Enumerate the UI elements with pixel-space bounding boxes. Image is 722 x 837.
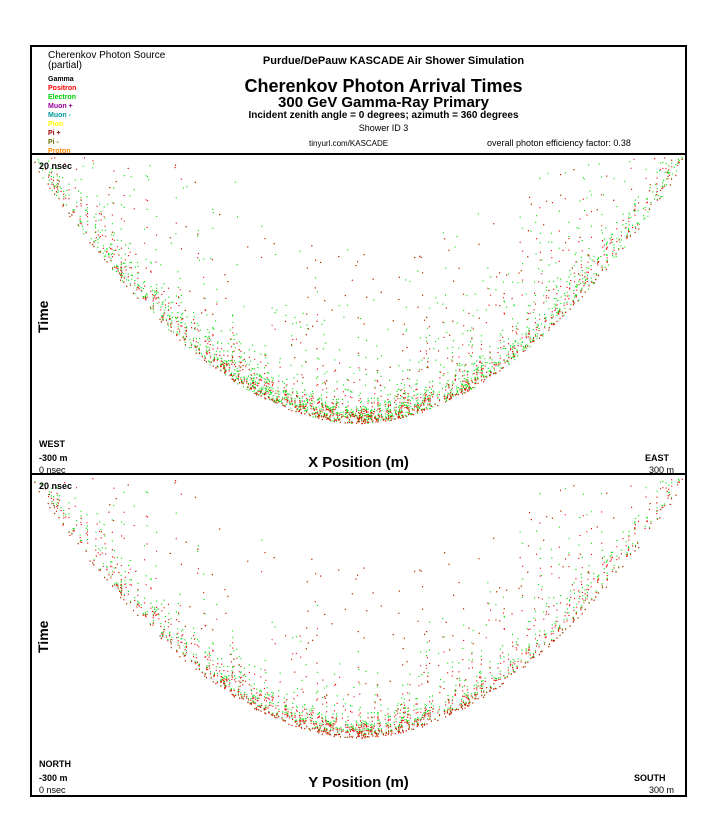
legend-item-electron: Electron [48, 94, 77, 101]
y-axis-label: Time [35, 620, 51, 653]
legend-item-pi: Pi + [48, 130, 61, 137]
legend-subtitle: (partial) [48, 60, 82, 71]
series-positron [34, 157, 683, 425]
x-position-panel: 20 nsec Time WEST -300 m 0 nsec X Positi… [32, 155, 685, 475]
legend-item-pion: Pion [48, 121, 64, 128]
header: Cherenkov Photon Source (partial) Gamma P… [32, 47, 685, 156]
photon-points-positron [34, 478, 683, 739]
incident-angles: Incident zenith angle = 0 degrees; azimu… [248, 110, 519, 121]
legend-item-gamma: Gamma [48, 76, 74, 83]
series-electron [34, 157, 683, 425]
time-bottom-label: 0 nsec [39, 465, 66, 475]
y-axis-label: Time [35, 300, 51, 333]
figure-frame: Cherenkov Photon Source (partial) Gamma P… [30, 45, 687, 797]
photon-points-electron [34, 157, 683, 425]
legend-item-pi: Pi - [48, 139, 59, 146]
main-title: Cherenkov Photon Arrival Times [244, 76, 523, 96]
efficiency-text: overall photon efficiency factor: 0.38 [487, 138, 631, 148]
legend-item-positron: Positron [48, 85, 77, 92]
direction-left: NORTH [39, 759, 71, 769]
y-position-panel: 20 nsec Time NORTH -300 m 0 nsec Y Posit… [32, 475, 685, 795]
x-tick-left: -300 m [39, 773, 68, 783]
shower-id: Shower ID 3 [358, 123, 409, 133]
direction-right: SOUTH [634, 773, 666, 783]
x-axis-label: X Position (m) [308, 454, 409, 471]
subtitle: 300 GeV Gamma-Ray Primary [278, 94, 489, 111]
sim-title: Purdue/DePauw KASCADE Air Shower Simulat… [262, 55, 525, 67]
x-tick-right: 300 m [649, 465, 675, 475]
x-position-scatter [34, 157, 683, 425]
time-top-label: 20 nsec [39, 481, 73, 491]
legend-item-proton: Proton [48, 148, 71, 155]
direction-right: EAST [645, 453, 670, 463]
photon-points-positron [34, 157, 683, 425]
series-positron [34, 478, 683, 739]
legend-item-muon: Muon - [48, 112, 71, 119]
y-position-scatter [34, 478, 683, 739]
legend-title: Cherenkov Photon Source [48, 50, 166, 61]
time-bottom-label: 0 nsec [39, 785, 66, 795]
legend: Cherenkov Photon Source (partial) Gamma P… [48, 51, 165, 156]
time-top-label: 20 nsec [39, 161, 73, 171]
separator-middle [32, 473, 685, 475]
direction-left: WEST [39, 439, 65, 449]
legend-item-muon: Muon + [48, 103, 73, 110]
x-axis-label: Y Position (m) [308, 774, 409, 791]
x-tick-left: -300 m [39, 453, 68, 463]
separator-top [32, 153, 685, 155]
photon-points-electron [34, 478, 680, 739]
x-tick-right: 300 m [649, 785, 675, 795]
url-text: tinyurl.com/KASCADE [309, 139, 389, 148]
series-electron [34, 478, 680, 739]
